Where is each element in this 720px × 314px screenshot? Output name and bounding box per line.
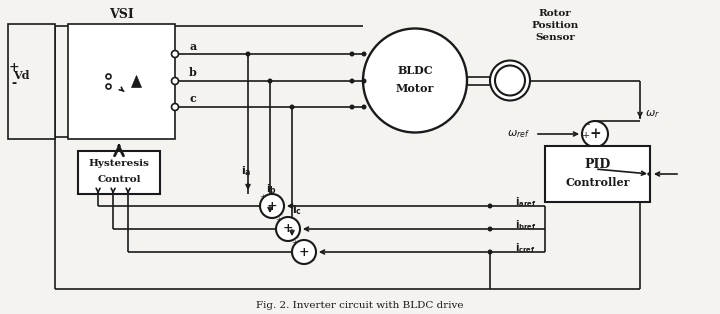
Circle shape [292, 240, 316, 264]
Text: -: - [12, 77, 17, 90]
Text: $\mathbf{i_{cref}}$: $\mathbf{i_{cref}}$ [515, 241, 536, 255]
Text: +: + [276, 216, 282, 224]
Circle shape [260, 194, 284, 218]
Circle shape [361, 51, 366, 57]
Text: Position: Position [531, 21, 579, 30]
Text: Control: Control [97, 175, 140, 184]
Text: Hysteresis: Hysteresis [89, 159, 150, 168]
Bar [8, 24, 55, 139]
Text: $\mathbf{i_c}$: $\mathbf{i_c}$ [292, 203, 302, 217]
Circle shape [171, 104, 179, 111]
Text: Fig. 2. Inverter circuit with BLDC drive: Fig. 2. Inverter circuit with BLDC drive [256, 301, 464, 311]
Circle shape [276, 217, 300, 241]
Text: PID: PID [585, 158, 611, 171]
Circle shape [246, 51, 251, 57]
Text: Controller: Controller [565, 176, 630, 187]
Circle shape [487, 250, 492, 255]
Text: BLDC: BLDC [397, 65, 433, 76]
Text: +: + [283, 223, 293, 236]
Text: $\mathbf{i_b}$: $\mathbf{i_b}$ [266, 182, 277, 196]
Text: Rotor: Rotor [539, 9, 572, 19]
Text: $\mathbf{i_a}$: $\mathbf{i_a}$ [240, 164, 251, 178]
Text: +: + [9, 61, 19, 74]
Text: +: + [589, 127, 600, 141]
Text: +: + [266, 199, 277, 213]
Circle shape [648, 173, 650, 175]
Polygon shape [132, 75, 142, 88]
Text: -: - [586, 121, 590, 129]
Text: +: + [260, 193, 266, 201]
Circle shape [582, 121, 608, 147]
Circle shape [289, 105, 294, 110]
Circle shape [268, 78, 272, 84]
Circle shape [487, 226, 492, 231]
Circle shape [106, 84, 111, 89]
Circle shape [361, 78, 366, 84]
Circle shape [490, 61, 530, 100]
Bar [545, 146, 650, 202]
Text: $\omega_{ref}$: $\omega_{ref}$ [507, 128, 530, 140]
Text: Motor: Motor [396, 83, 434, 94]
Text: Vd: Vd [13, 70, 30, 81]
Circle shape [171, 51, 179, 57]
Text: +: + [292, 239, 298, 247]
Circle shape [349, 105, 354, 110]
Text: -: - [312, 257, 315, 265]
Bar [78, 151, 160, 194]
Circle shape [349, 51, 354, 57]
Circle shape [487, 203, 492, 208]
Text: Sensor: Sensor [535, 34, 575, 42]
Circle shape [361, 105, 366, 110]
Text: VSI: VSI [109, 8, 134, 21]
Text: -: - [279, 211, 282, 219]
Circle shape [363, 29, 467, 133]
Text: +: + [299, 246, 310, 258]
Text: $\mathbf{i_{bref}}$: $\mathbf{i_{bref}}$ [515, 218, 536, 232]
Circle shape [171, 78, 179, 84]
Bar [68, 24, 175, 139]
Text: b: b [189, 68, 197, 78]
Text: $\mathbf{i_{aref}}$: $\mathbf{i_{aref}}$ [515, 195, 536, 209]
Text: a: a [189, 41, 197, 51]
Text: +: + [582, 131, 590, 139]
Circle shape [349, 78, 354, 84]
Text: -: - [296, 234, 298, 242]
Circle shape [495, 66, 525, 95]
Text: $\omega_r$: $\omega_r$ [644, 108, 660, 120]
Circle shape [106, 74, 111, 79]
Text: c: c [189, 94, 197, 105]
